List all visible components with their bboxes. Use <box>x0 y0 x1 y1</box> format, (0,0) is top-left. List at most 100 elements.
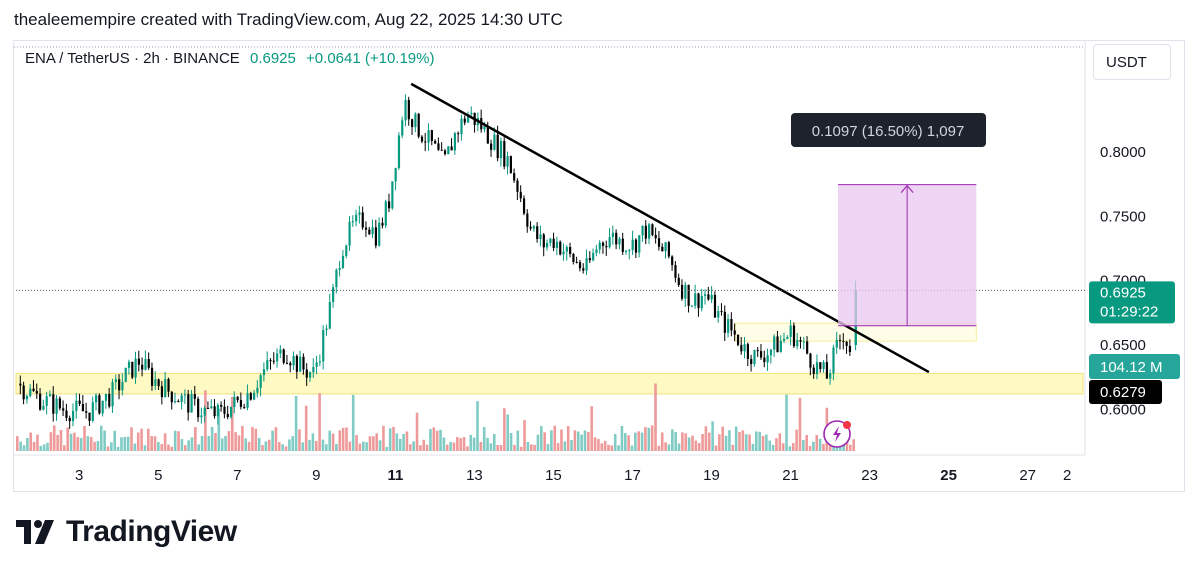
currency-label: USDT <box>1106 53 1147 71</box>
volume-bar <box>677 443 681 451</box>
candle-body <box>25 395 29 400</box>
candle-body <box>562 251 565 255</box>
volume-bar <box>452 442 456 451</box>
x-tick-label: 17 <box>624 467 641 484</box>
candle-body <box>35 391 38 394</box>
candle-body <box>150 367 154 386</box>
candle-body <box>187 394 190 413</box>
candle-body <box>569 247 572 255</box>
volume-bar <box>802 440 805 451</box>
volume-bar <box>768 440 772 451</box>
candle-body <box>552 238 555 248</box>
logo-text: TradingView <box>66 515 237 548</box>
price-tag: 0.6925 <box>1100 284 1146 301</box>
volume-bar <box>671 429 674 451</box>
candle-body <box>822 362 825 369</box>
volume-bar <box>590 406 594 451</box>
candle-body <box>707 294 710 300</box>
volume-bar <box>301 442 305 451</box>
candle-body <box>648 224 651 239</box>
tradingview-logo: TradingView <box>16 515 237 549</box>
volume-bar <box>378 440 382 451</box>
candle-body <box>394 168 397 182</box>
candle-body <box>664 242 667 252</box>
volume-bar <box>143 445 147 451</box>
volume-bar <box>345 427 348 451</box>
volume-bar <box>69 433 73 451</box>
volume-bar <box>734 426 738 451</box>
volume-bar <box>718 434 721 451</box>
candle-body <box>371 227 374 235</box>
candle-body <box>486 125 489 144</box>
volume-bar <box>89 437 93 451</box>
alert-dot <box>843 421 851 429</box>
candle-body <box>167 379 170 392</box>
candle-body <box>203 407 206 416</box>
candle-body <box>759 351 763 358</box>
candle-body <box>809 353 812 368</box>
volume-tag-bg <box>1089 354 1180 379</box>
candle-body <box>131 361 134 378</box>
candle-body <box>361 212 364 228</box>
candle-body <box>65 410 68 418</box>
volume-bar <box>543 432 546 451</box>
candle-body <box>819 362 822 369</box>
volume-bar <box>583 430 587 451</box>
volume-bar <box>126 436 130 451</box>
candle-body <box>690 305 694 307</box>
volume-bar <box>368 436 372 451</box>
volume-bar <box>798 397 802 451</box>
candle-body <box>717 311 720 318</box>
candle-body <box>773 336 776 350</box>
volume-bar <box>496 444 499 451</box>
candle-body <box>417 113 420 137</box>
candle-body <box>22 385 25 400</box>
candle-body <box>170 391 173 403</box>
candle-body <box>443 150 447 155</box>
volume-bar <box>573 430 577 451</box>
candle-body <box>457 133 460 135</box>
candle-body <box>381 222 384 226</box>
x-tick-label: 23 <box>861 467 878 484</box>
volume-bar <box>241 425 244 451</box>
volume-bar <box>788 446 792 451</box>
candle-body <box>453 133 457 151</box>
candle-body <box>598 242 601 250</box>
candle-body <box>644 225 647 239</box>
candle-body <box>177 401 180 403</box>
volume-bar <box>197 444 200 451</box>
x-tick-label: 5 <box>154 467 162 484</box>
volume-bar <box>546 444 550 451</box>
volume-bar <box>644 427 647 451</box>
candle-body <box>81 403 85 412</box>
volume-bar <box>634 432 637 451</box>
candle-body <box>440 149 443 151</box>
volume-bar <box>395 433 399 451</box>
candle-body <box>226 413 229 418</box>
volume-bar <box>163 433 167 451</box>
candle-body <box>585 258 588 271</box>
candle-body <box>733 330 736 335</box>
volume-bar <box>281 444 284 451</box>
candle-body <box>312 366 315 373</box>
volume-bar <box>707 432 711 451</box>
volume-bar <box>640 432 644 451</box>
candle-body <box>815 362 819 375</box>
volume-bar <box>130 427 133 451</box>
volume-bar <box>630 445 634 451</box>
symbol-label[interactable]: ENA / TetherUS · 2h · BINANCE <box>25 50 240 67</box>
candle-body <box>276 353 279 362</box>
volume-bar <box>738 432 741 451</box>
volume-bar <box>741 430 745 451</box>
candle-body <box>555 241 559 248</box>
volume-bar <box>523 420 526 451</box>
volume-bar <box>563 441 567 451</box>
candle-body <box>355 214 358 222</box>
volume-bar <box>509 433 513 451</box>
candle-body <box>48 394 52 397</box>
candle-body <box>522 198 526 214</box>
currency-selector[interactable]: USDT <box>1093 44 1171 80</box>
candle-body <box>789 325 792 337</box>
volume-bar <box>103 430 106 451</box>
